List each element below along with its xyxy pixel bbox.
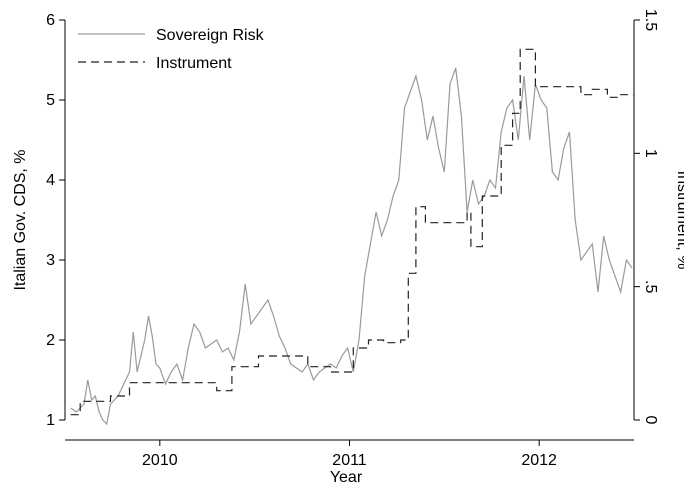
x-tick-label-1: 2011: [332, 452, 367, 469]
y-left-tick-label-1: 2: [46, 332, 55, 349]
legend: Sovereign Risk Instrument: [78, 27, 265, 72]
y-left-tick-label-3: 4: [46, 172, 55, 189]
y-right-tick-label-3: 1.5: [642, 9, 659, 31]
y-right-tick-label-0: 0: [642, 416, 659, 425]
y-left-tick-label-0: 1: [46, 412, 55, 429]
y-axis-left-title: Italian Gov. CDS, %: [12, 149, 29, 290]
legend-label-0: Sovereign Risk: [156, 27, 265, 44]
legend-label-1: Instrument: [156, 55, 232, 72]
y-right-tick-label-2: 1: [642, 149, 659, 158]
axes: 1 2 3 4 5 6 0 .5 1 1.5 2010 2011 2012: [46, 9, 659, 469]
series-layer: [70, 48, 634, 426]
series-line-instrument: [70, 48, 634, 416]
y-right-tick-label-1: .5: [642, 280, 659, 293]
y-left-tick-label-4: 5: [46, 92, 55, 109]
x-tick-label-0: 2010: [142, 452, 178, 469]
y-axis-right-title: Instrument, %: [674, 171, 684, 270]
x-tick-label-2: 2012: [521, 452, 557, 469]
x-axis-title: Year: [330, 469, 363, 486]
y-left-tick-label-2: 3: [46, 252, 55, 269]
y-left-tick-label-5: 6: [46, 12, 55, 29]
series-line-sovereign-risk: [70, 67, 633, 426]
